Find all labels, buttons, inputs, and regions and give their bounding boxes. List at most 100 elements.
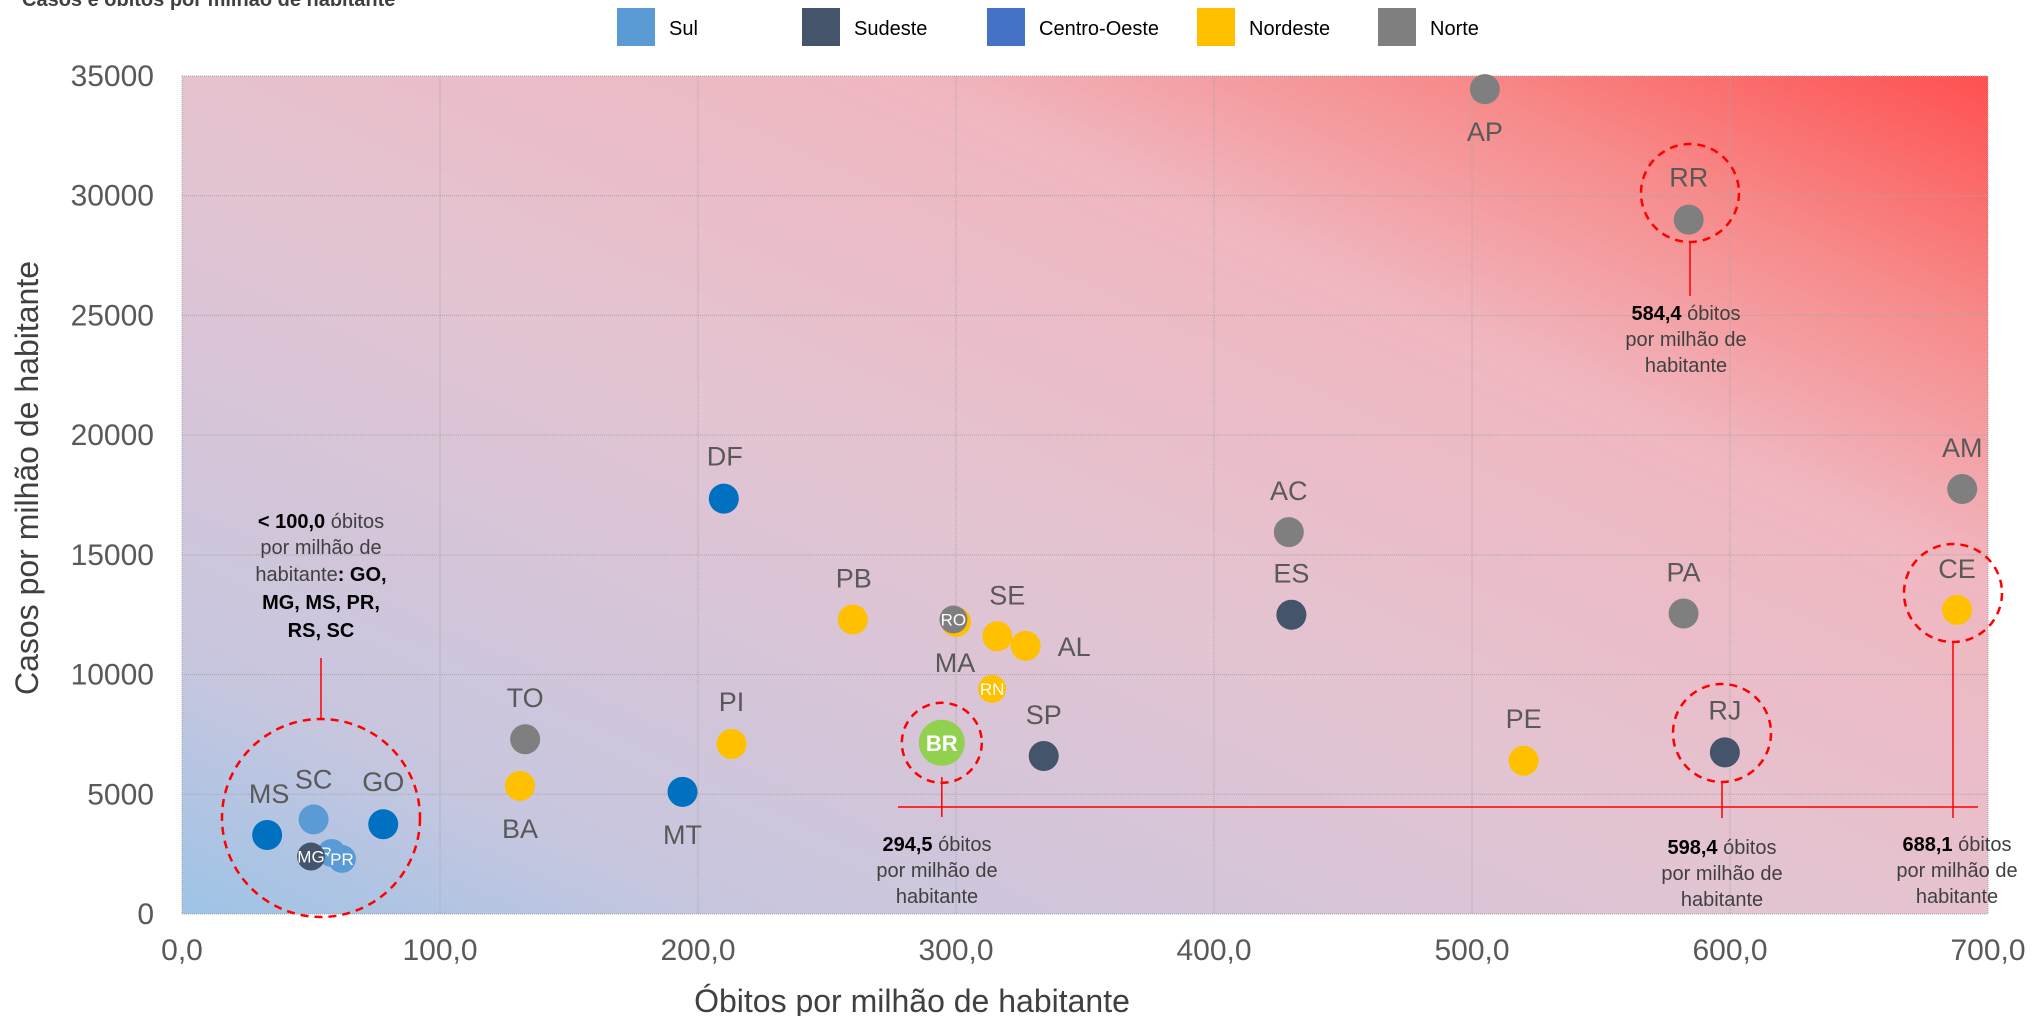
point-to — [510, 724, 541, 755]
annotation-rr-line1: 584,4 óbitos — [1632, 303, 1741, 325]
x-tick-label: 0,0 — [161, 934, 203, 967]
x-axis-title: Óbitos por milhão de habitante — [694, 983, 1130, 1016]
legend-label: Nordeste — [1249, 18, 1330, 40]
point-label-to: TO — [507, 683, 544, 713]
legend-label: Sul — [669, 18, 698, 40]
point-ce — [1942, 594, 1973, 625]
point-mt — [667, 776, 698, 807]
point-ro — [939, 605, 968, 634]
y-tick-label: 35000 — [71, 60, 154, 93]
plot-background — [182, 76, 1988, 914]
point-label-rr: RR — [1669, 163, 1708, 193]
point-al — [1010, 630, 1041, 661]
data-points: SCRSPRMGSPESRJMSGOMTDFBAPIPBMASERNALPECE… — [220, 74, 2004, 919]
legend: Sul Sudeste Centro-Oeste Nordeste Norte — [617, 8, 1479, 46]
annotation-rr-line2: por milhão de — [1625, 329, 1746, 351]
x-tick-label: 500,0 — [1434, 934, 1509, 967]
axes: 0,0 100,0 200,0 300,0 400,0 500,0 600,0 700,0 0 5… — [71, 60, 2026, 967]
highlight-ring-ce — [1902, 542, 2004, 644]
point-label-ac: AC — [1270, 476, 1308, 506]
highlight-ring-br — [900, 701, 984, 785]
x-tick-label: 400,0 — [1176, 934, 1251, 967]
annotation-rj-line3: habitante — [1681, 889, 1763, 911]
point-label-ba: BA — [502, 814, 538, 844]
point-label-mt: MT — [663, 820, 702, 850]
y-tick-label: 10000 — [71, 659, 154, 692]
annotation-br-line1: 294,5 óbitos — [883, 834, 992, 856]
legend-swatch — [617, 8, 655, 46]
annotation-rr-line3: habitante — [1645, 355, 1727, 377]
point-label-ap: AP — [1467, 117, 1503, 147]
point-label-al: AL — [1058, 632, 1091, 662]
gridlines — [181, 75, 1989, 915]
point-label-pb: PB — [836, 564, 872, 594]
point-label-sc: SC — [295, 764, 333, 794]
point-label-ma: MA — [935, 648, 976, 678]
legend-label: Norte — [1430, 18, 1479, 40]
point-rr — [1673, 204, 1704, 235]
point-ac — [1273, 517, 1304, 548]
legend-swatch — [802, 8, 840, 46]
point-rj — [1709, 737, 1740, 768]
annotation-br-line2: por milhão de — [876, 860, 997, 882]
point-label-rn: RN — [980, 680, 1005, 699]
y-tick-label: 0 — [137, 898, 154, 931]
point-label-mg: MG — [297, 848, 324, 867]
point-label-pi: PI — [719, 687, 745, 717]
annotation-br-line3: habitante — [896, 886, 978, 908]
point-pa — [1668, 598, 1699, 629]
annotation-rj-line1: 598,4 óbitos — [1668, 837, 1777, 859]
legend-label: Centro-Oeste — [1039, 18, 1159, 40]
annotation-rj-line2: por milhão de — [1661, 863, 1782, 885]
highlight-ring-rr — [1639, 142, 1741, 244]
annotation-ce-line3: habitante — [1916, 886, 1998, 908]
y-axis-title: Casos por milhão de habitante — [9, 261, 45, 695]
point-label-br: BR — [926, 731, 958, 756]
point-pb — [837, 604, 868, 635]
y-tick-label: 30000 — [71, 180, 154, 213]
legend-swatch — [1378, 8, 1416, 46]
point-label-pe: PE — [1506, 704, 1542, 734]
point-label-ce: CE — [1938, 554, 1976, 584]
point-es — [1276, 599, 1307, 630]
point-go — [368, 809, 399, 840]
legend-swatch — [1197, 8, 1235, 46]
y-tick-label: 25000 — [71, 299, 154, 332]
point-label-pa: PA — [1667, 558, 1701, 588]
point-label-sp: SP — [1026, 700, 1062, 730]
legend-swatch — [987, 8, 1025, 46]
point-pi — [716, 729, 747, 760]
point-label-df: DF — [707, 442, 743, 472]
y-tick-label: 5000 — [87, 778, 154, 811]
annotation-low-line1: < 100,0 óbitos — [258, 511, 384, 533]
point-label-es: ES — [1273, 559, 1309, 589]
highlight-ring-low — [220, 717, 422, 919]
x-tick-label: 100,0 — [402, 934, 477, 967]
x-tick-label: 200,0 — [660, 934, 735, 967]
point-label-pr: PR — [330, 850, 354, 869]
point-label-ro: RO — [941, 611, 967, 630]
point-label-rj: RJ — [1708, 695, 1741, 725]
point-mg — [297, 842, 325, 871]
point-pe — [1508, 745, 1539, 776]
point-sp — [1028, 740, 1059, 771]
y-tick-label: 15000 — [71, 539, 154, 572]
annotation-low-line2: por milhão de — [260, 537, 381, 559]
point-ba — [504, 770, 535, 801]
point-pr — [327, 844, 356, 873]
point-sc — [298, 804, 329, 835]
highlight-ring-rj — [1671, 682, 1773, 784]
point-rn — [978, 674, 1007, 703]
point-br — [918, 719, 965, 766]
point-df — [708, 483, 739, 514]
point-label-ms: MS — [249, 779, 290, 809]
x-tick-label: 600,0 — [1692, 934, 1767, 967]
point-label-se: SE — [989, 580, 1025, 610]
annotation-ce-line1: 688,1 óbitos — [1903, 834, 2012, 856]
annotation-low-line3: habitante: GO, — [255, 564, 386, 586]
annotation-ce-line2: por milhão de — [1896, 860, 2017, 882]
point-label-am: AM — [1942, 433, 1983, 463]
chart-title: Casos e óbitos por milhão de habitante — [22, 0, 395, 11]
annotation-low-line5: RS, SC — [288, 620, 355, 642]
